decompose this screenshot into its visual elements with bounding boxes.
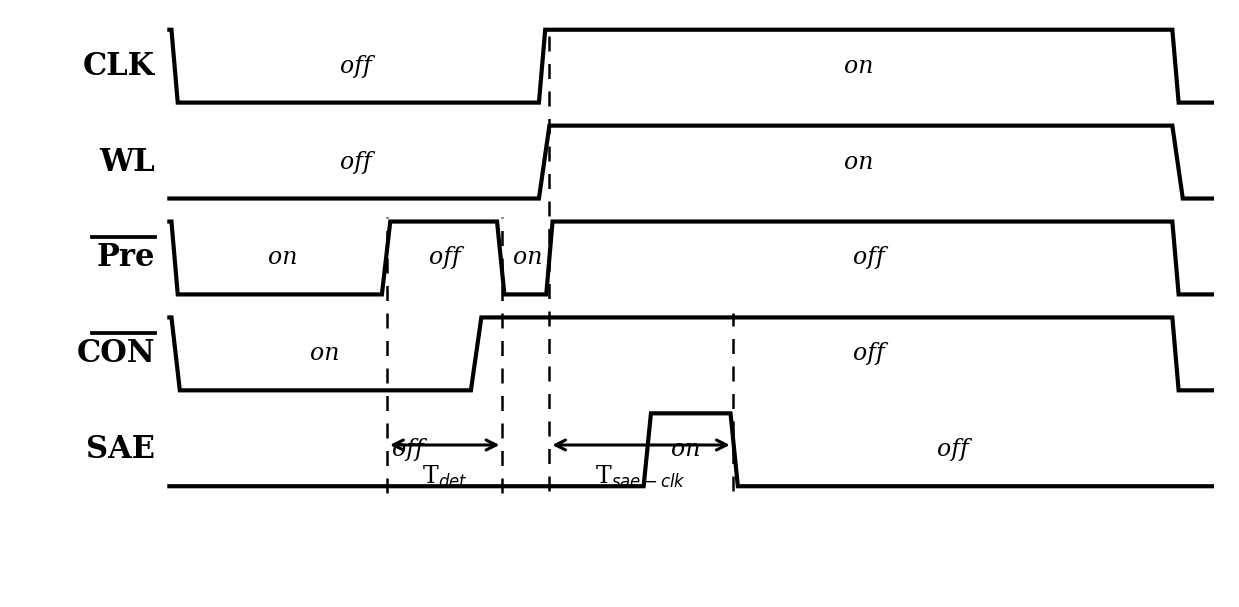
Text: on: on [268, 246, 297, 270]
Text: CON: CON [77, 338, 155, 370]
Text: off: off [937, 438, 969, 461]
Text: on: on [513, 246, 543, 270]
Text: CLK: CLK [83, 50, 155, 82]
Text: T$_{sae-clk}$: T$_{sae-clk}$ [595, 464, 686, 490]
Text: off: off [339, 151, 372, 174]
Text: off: off [852, 246, 885, 270]
Text: on: on [310, 342, 339, 365]
Text: off: off [852, 342, 885, 365]
Text: off: off [339, 55, 372, 78]
Text: on: on [844, 55, 873, 78]
Text: on: on [844, 151, 873, 174]
Text: SAE: SAE [85, 434, 155, 466]
Text: on: on [670, 438, 700, 461]
Text: off: off [429, 246, 461, 270]
Text: off: off [393, 438, 424, 461]
Text: WL: WL [99, 146, 155, 178]
Text: Pre: Pre [97, 242, 155, 274]
Text: T$_{det}$: T$_{det}$ [421, 464, 467, 490]
